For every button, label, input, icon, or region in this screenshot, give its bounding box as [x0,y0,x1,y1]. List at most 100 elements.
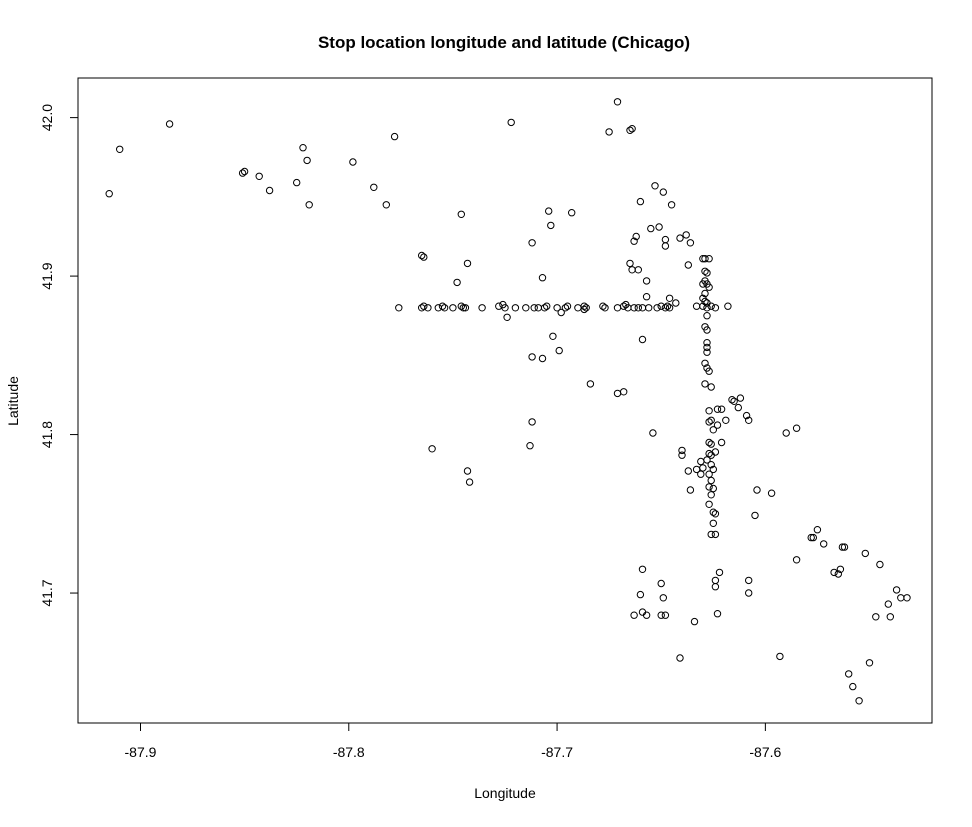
data-point [830,568,838,577]
data-point [528,353,536,361]
data-point [651,182,659,190]
data-point [645,304,653,312]
data-point [105,190,113,198]
data-point [703,312,711,320]
data-point [736,394,745,402]
data-point [678,451,686,459]
data-point [370,183,378,192]
data-point [428,445,436,453]
data-point [642,277,651,285]
data-point [865,659,874,667]
data-point [630,304,638,312]
data-point [707,530,715,539]
data-point [574,304,582,312]
data-point [553,304,561,312]
data-point [872,613,880,621]
data-point [626,259,634,268]
data-point [717,438,726,447]
data-point [715,568,724,577]
data-point [705,367,713,375]
data-point [672,299,680,307]
data-point [538,274,547,282]
x-tick-label: -87.6 [749,744,781,760]
data-point [655,223,663,231]
data-point [703,343,711,352]
data-point [630,611,638,619]
data-point [165,120,174,128]
data-point [767,489,776,497]
data-point [711,583,720,591]
x-axis: -87.9 -87.8 -87.7 -87.6 [125,722,782,760]
data-point [478,304,486,312]
data-point [534,304,542,312]
data-point [424,304,432,312]
data-point [734,403,742,412]
data-point [707,461,715,469]
data-point [705,255,713,263]
data-point [420,253,428,261]
data-point [711,530,720,539]
data-point [299,144,307,152]
data-point [580,305,588,314]
data-point [703,326,711,334]
data-point [395,304,403,312]
data-point [705,438,713,447]
data-point [561,304,570,312]
data-point [586,380,595,388]
data-point [709,519,717,527]
data-point [255,172,263,181]
data-point [886,613,894,621]
data-point [463,467,472,475]
data-point [678,446,686,455]
data-point [538,354,547,363]
data-point [707,383,715,391]
data-point [434,304,442,312]
data-point [420,302,428,310]
data-point [701,289,709,298]
data-point [730,397,738,405]
data-point [665,304,674,312]
data-point [642,611,651,619]
data-point [440,304,449,312]
data-point [751,511,759,520]
data-point [638,304,647,312]
data-point [699,464,707,472]
data-point [634,266,642,274]
data-point [697,457,705,466]
data-point [745,576,753,585]
data-point [549,332,557,340]
data-point [684,261,692,269]
data-point [840,543,849,551]
data-point [528,239,536,247]
data-point [684,467,692,475]
data-point [813,526,822,534]
data-point [713,405,722,413]
data-point [753,486,761,494]
data-point [303,156,311,165]
data-point [543,302,551,310]
data-point [545,207,553,215]
data-point [692,302,701,310]
data-point [449,304,457,312]
data-point [717,405,726,413]
data-point [707,440,715,448]
data-point [701,255,709,263]
data-point [457,302,465,310]
data-point [697,470,705,478]
data-point [382,201,390,209]
data-point [265,186,274,195]
data-point [305,201,313,209]
data-point [613,304,622,312]
plot-frame [77,77,933,724]
data-point [709,426,717,434]
data-point [657,302,665,310]
data-point [240,167,249,176]
data-point [807,533,815,542]
data-point [580,302,588,310]
x-axis-label: Longitude [474,785,536,801]
data-point [634,304,642,312]
data-points [105,98,911,705]
y-axis-label: Latitude [5,376,21,426]
